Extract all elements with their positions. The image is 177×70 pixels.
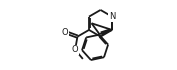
Text: N: N: [109, 12, 115, 21]
Text: O: O: [72, 45, 78, 54]
Text: O: O: [62, 28, 68, 37]
